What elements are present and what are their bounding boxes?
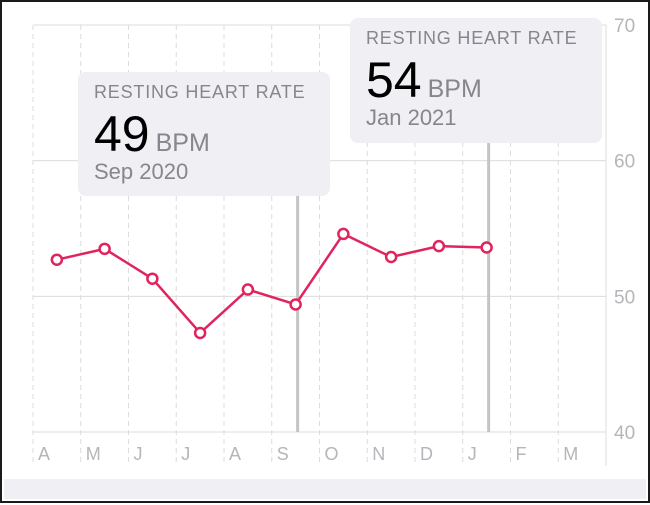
- y-axis-ticks: 40 50 60 70: [614, 16, 635, 444]
- x-tick-label: A: [229, 444, 241, 464]
- x-tick-label: N: [372, 444, 385, 464]
- x-tick-label: S: [277, 444, 289, 464]
- y-tick-label: 60: [614, 152, 635, 173]
- tooltip-label: RESTING HEART RATE: [94, 82, 306, 102]
- data-point: [289, 298, 302, 311]
- x-tick-label: D: [420, 444, 433, 464]
- tooltip-jan-2021: RESTING HEART RATE 54 BPM Jan 2021: [350, 18, 602, 143]
- tooltip-unit: BPM: [427, 75, 482, 103]
- x-tick-label: O: [325, 444, 339, 464]
- x-tick-label: A: [38, 444, 50, 464]
- heart-rate-line: [56, 232, 487, 335]
- tooltip-date: Jan 2021: [366, 105, 457, 130]
- data-point: [193, 326, 207, 340]
- tooltip-sep-2020: RESTING HEART RATE 49 BPM Sep 2020: [78, 72, 330, 196]
- y-tick-label: 50: [614, 287, 635, 308]
- x-tick-label: J: [468, 444, 477, 464]
- bottom-strip: [4, 479, 646, 499]
- x-tick-label: M: [86, 444, 101, 464]
- data-point: [337, 227, 350, 241]
- data-point: [432, 239, 446, 253]
- data-point: [480, 241, 493, 254]
- data-point: [146, 272, 159, 285]
- x-tick-label: J: [181, 444, 190, 464]
- data-point: [98, 242, 111, 256]
- series-line: [56, 232, 487, 335]
- selection-lines: [296, 143, 491, 432]
- y-tick-label: 70: [614, 16, 635, 37]
- x-tick-label: F: [516, 444, 527, 464]
- data-point: [50, 253, 64, 266]
- tooltip-value-row: 49 BPM: [94, 105, 316, 163]
- tooltip-date: Sep 2020: [94, 159, 189, 184]
- tooltip-label: RESTING HEART RATE: [366, 28, 578, 48]
- tooltip-value: 49: [94, 106, 150, 162]
- data-points: [50, 227, 493, 340]
- x-tick-label: M: [563, 444, 578, 464]
- x-tick-label: J: [134, 444, 143, 464]
- tooltip-unit: BPM: [155, 129, 210, 157]
- tooltip-value-row: 54 BPM: [366, 51, 588, 109]
- data-point: [241, 283, 255, 296]
- tooltip-value: 54: [366, 52, 422, 108]
- data-point: [384, 250, 398, 264]
- y-tick-label: 40: [614, 423, 635, 444]
